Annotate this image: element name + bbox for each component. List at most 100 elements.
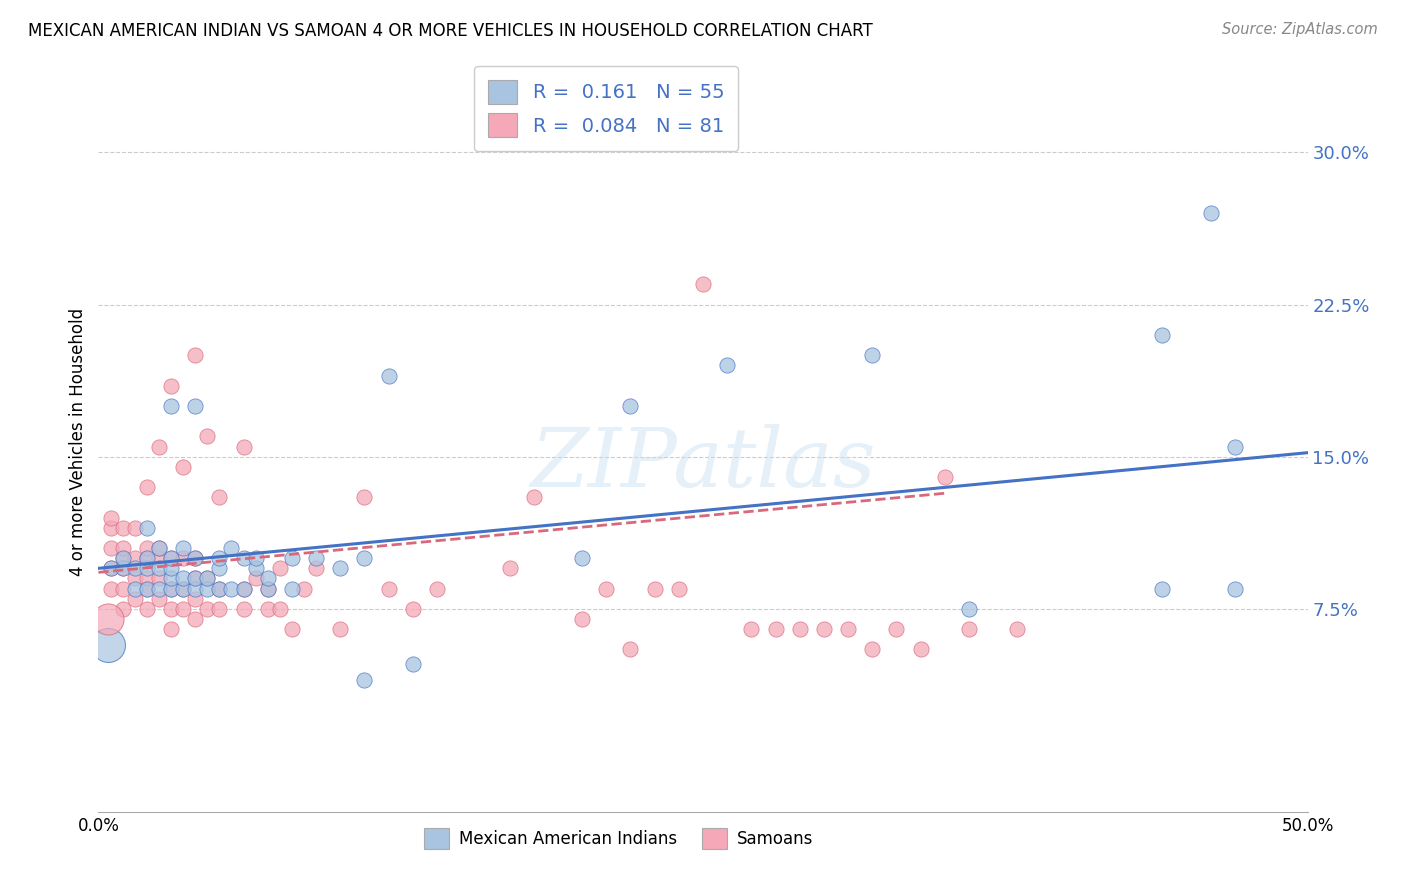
Point	[245, 551, 267, 566]
Point	[124, 521, 146, 535]
Point	[135, 541, 157, 555]
Point	[160, 551, 183, 566]
Point	[208, 602, 231, 616]
Point	[100, 582, 122, 596]
Point	[208, 551, 231, 566]
Point	[135, 582, 157, 596]
Point	[860, 348, 883, 362]
Text: MEXICAN AMERICAN INDIAN VS SAMOAN 4 OR MORE VEHICLES IN HOUSEHOLD CORRELATION CH: MEXICAN AMERICAN INDIAN VS SAMOAN 4 OR M…	[28, 22, 873, 40]
Point	[789, 622, 811, 636]
Point	[305, 551, 328, 566]
Point	[208, 582, 231, 596]
Point	[595, 582, 617, 596]
Point	[740, 622, 762, 636]
Point	[184, 348, 207, 362]
Legend: Mexican American Indians, Samoans: Mexican American Indians, Samoans	[418, 822, 820, 855]
Point	[172, 551, 194, 566]
Point	[160, 561, 183, 575]
Point	[910, 642, 932, 657]
Point	[124, 591, 146, 606]
Point	[426, 582, 449, 596]
Point	[245, 561, 267, 575]
Point	[184, 551, 207, 566]
Point	[97, 639, 120, 653]
Point	[195, 571, 218, 585]
Point	[172, 459, 194, 474]
Point	[232, 582, 254, 596]
Point	[160, 551, 183, 566]
Point	[160, 582, 183, 596]
Point	[1007, 622, 1029, 636]
Point	[281, 582, 304, 596]
Point	[135, 480, 157, 494]
Point	[148, 551, 170, 566]
Point	[256, 571, 278, 585]
Point	[124, 582, 146, 596]
Point	[111, 541, 134, 555]
Point	[305, 561, 328, 575]
Point	[208, 582, 231, 596]
Point	[172, 582, 194, 596]
Point	[377, 582, 399, 596]
Point	[111, 561, 134, 575]
Point	[765, 622, 787, 636]
Point	[100, 541, 122, 555]
Point	[97, 612, 120, 626]
Point	[184, 612, 207, 626]
Point	[1152, 582, 1174, 596]
Point	[184, 591, 207, 606]
Point	[160, 378, 183, 392]
Point	[281, 551, 304, 566]
Point	[571, 551, 593, 566]
Point	[172, 541, 194, 555]
Point	[135, 551, 157, 566]
Point	[135, 582, 157, 596]
Point	[195, 602, 218, 616]
Point	[716, 359, 738, 373]
Point	[886, 622, 908, 636]
Point	[100, 521, 122, 535]
Point	[208, 491, 231, 505]
Point	[184, 551, 207, 566]
Point	[692, 277, 714, 292]
Point	[195, 582, 218, 596]
Point	[148, 541, 170, 555]
Point	[124, 571, 146, 585]
Point	[1152, 328, 1174, 343]
Point	[111, 551, 134, 566]
Point	[148, 561, 170, 575]
Point	[221, 541, 243, 555]
Point	[111, 551, 134, 566]
Point	[934, 470, 956, 484]
Point	[402, 657, 425, 671]
Point	[837, 622, 859, 636]
Point	[256, 582, 278, 596]
Point	[160, 582, 183, 596]
Point	[172, 571, 194, 585]
Point	[523, 491, 546, 505]
Point	[269, 561, 291, 575]
Point	[232, 602, 254, 616]
Point	[100, 561, 122, 575]
Point	[160, 571, 183, 585]
Point	[100, 561, 122, 575]
Point	[100, 510, 122, 524]
Point	[148, 582, 170, 596]
Point	[377, 368, 399, 383]
Point	[195, 429, 218, 443]
Point	[208, 561, 231, 575]
Point	[329, 622, 352, 636]
Point	[172, 582, 194, 596]
Point	[402, 602, 425, 616]
Point	[269, 602, 291, 616]
Point	[148, 440, 170, 454]
Point	[1223, 440, 1246, 454]
Point	[668, 582, 690, 596]
Text: Source: ZipAtlas.com: Source: ZipAtlas.com	[1222, 22, 1378, 37]
Point	[124, 551, 146, 566]
Point	[292, 582, 315, 596]
Point	[135, 602, 157, 616]
Point	[256, 582, 278, 596]
Point	[957, 622, 980, 636]
Point	[111, 561, 134, 575]
